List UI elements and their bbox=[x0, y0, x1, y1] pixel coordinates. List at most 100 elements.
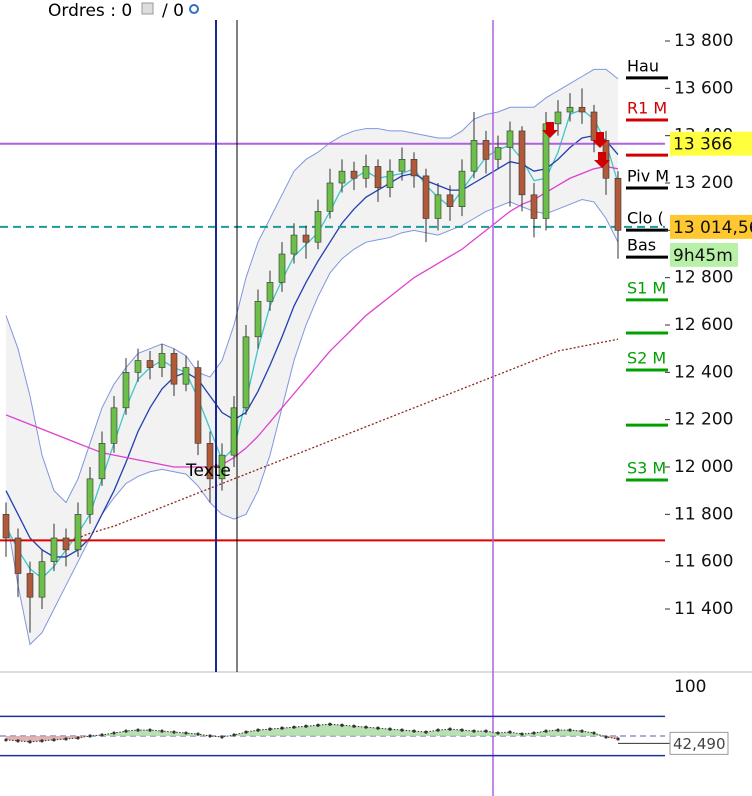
candle-body bbox=[146, 360, 154, 368]
indicator-point bbox=[40, 739, 44, 743]
candle-body bbox=[242, 336, 250, 409]
candle-body bbox=[122, 372, 130, 409]
band-upper bbox=[5, 68, 619, 504]
candle-body bbox=[38, 561, 46, 598]
indicator-point bbox=[232, 733, 236, 737]
candle-body bbox=[410, 159, 418, 177]
indicator-point bbox=[520, 732, 524, 736]
candle-body bbox=[182, 367, 190, 385]
candle-body bbox=[206, 443, 214, 480]
candle-body bbox=[302, 234, 310, 243]
candle-body bbox=[314, 211, 322, 243]
candle-body bbox=[158, 353, 166, 368]
indicator-tick-label: 100 bbox=[674, 677, 706, 697]
candle-body bbox=[326, 182, 334, 212]
indicator-area-down bbox=[6, 736, 618, 742]
indicator-point bbox=[604, 735, 608, 739]
indicator-point bbox=[52, 738, 56, 742]
indicator-point bbox=[484, 729, 488, 733]
indicator-point bbox=[124, 729, 128, 733]
indicator-point bbox=[340, 723, 344, 727]
indicator-area-up bbox=[6, 724, 618, 736]
indicator-point bbox=[556, 728, 560, 732]
indicator-point bbox=[496, 731, 500, 735]
band-lower bbox=[5, 199, 619, 646]
candle-body bbox=[74, 514, 82, 551]
indicator-point bbox=[364, 725, 368, 729]
indicator-point bbox=[292, 725, 296, 729]
orders-total[interactable]: / 0 bbox=[162, 1, 184, 21]
candle-body bbox=[110, 407, 118, 444]
sell-arrow bbox=[542, 122, 558, 138]
candle-body bbox=[362, 166, 370, 179]
pivot-label: S2 M bbox=[627, 348, 666, 367]
indicator-point bbox=[64, 737, 68, 741]
candle-body bbox=[350, 170, 358, 179]
indicator-point bbox=[532, 731, 536, 735]
candle-body bbox=[62, 537, 70, 551]
candle-body bbox=[254, 301, 262, 338]
candle-body bbox=[506, 130, 514, 148]
indicator-point bbox=[316, 723, 320, 727]
moving-average bbox=[5, 134, 619, 558]
candle-body bbox=[614, 177, 622, 231]
candle-body bbox=[530, 194, 538, 219]
indicator-point bbox=[412, 729, 416, 733]
pivot-label: Hau bbox=[627, 56, 659, 75]
candle-body bbox=[194, 367, 202, 444]
band-fill bbox=[6, 69, 618, 645]
pivot-label: S3 M bbox=[627, 459, 666, 478]
moving-average bbox=[5, 108, 619, 580]
candle-body bbox=[14, 537, 22, 574]
y-tick-label: 12 400 bbox=[674, 362, 733, 382]
candle-body bbox=[50, 537, 58, 562]
candle-body bbox=[566, 106, 574, 113]
indicator-point bbox=[76, 736, 80, 740]
indicator-point bbox=[112, 731, 116, 735]
indicator-point bbox=[388, 727, 392, 731]
price-tag bbox=[670, 131, 752, 156]
candle-body bbox=[26, 573, 34, 598]
candle-body bbox=[266, 282, 274, 302]
indicator-point bbox=[460, 728, 464, 732]
indicator-point bbox=[244, 730, 248, 734]
indicator-point bbox=[400, 728, 404, 732]
price-tag-label: 13 014,56 bbox=[673, 218, 752, 238]
indicator-point bbox=[304, 724, 308, 728]
y-tick-label: 12 000 bbox=[674, 457, 733, 477]
annotation: Texte bbox=[185, 461, 231, 481]
indicator-point bbox=[100, 733, 104, 737]
indicator-point bbox=[448, 727, 452, 731]
candle-body bbox=[542, 123, 550, 219]
y-tick-label: 12 800 bbox=[674, 268, 733, 288]
candle-body bbox=[578, 106, 586, 113]
candle-body bbox=[230, 407, 238, 456]
indicator-line bbox=[5, 723, 619, 743]
indicator-point bbox=[508, 730, 512, 734]
indicator-point bbox=[196, 732, 200, 736]
indicator-point bbox=[580, 729, 584, 733]
candle-body bbox=[338, 170, 346, 184]
candle-body bbox=[518, 130, 526, 196]
candle-body bbox=[386, 170, 394, 189]
candle-body bbox=[170, 353, 178, 385]
indicator-point bbox=[160, 729, 164, 733]
candle-body bbox=[434, 194, 442, 219]
sell-arrow bbox=[594, 152, 610, 168]
candle-body bbox=[422, 175, 430, 219]
indicator-point bbox=[544, 729, 548, 733]
settings-icon[interactable] bbox=[189, 4, 199, 14]
candle-body bbox=[86, 478, 94, 515]
orders-label[interactable]: Ordres : 0 bbox=[48, 1, 132, 21]
y-tick-label: 13 600 bbox=[674, 78, 733, 98]
y-tick-label: 11 800 bbox=[674, 504, 733, 524]
signals bbox=[542, 122, 610, 168]
price-tag bbox=[670, 214, 752, 239]
orders-icon[interactable] bbox=[141, 2, 154, 15]
timer-label: 9h45m bbox=[673, 246, 733, 266]
candle-body bbox=[446, 194, 454, 207]
indicator-point bbox=[268, 727, 272, 731]
price-tag-label: 13 366 bbox=[673, 135, 732, 155]
indicator-point bbox=[424, 730, 428, 734]
indicator-point bbox=[28, 740, 32, 744]
